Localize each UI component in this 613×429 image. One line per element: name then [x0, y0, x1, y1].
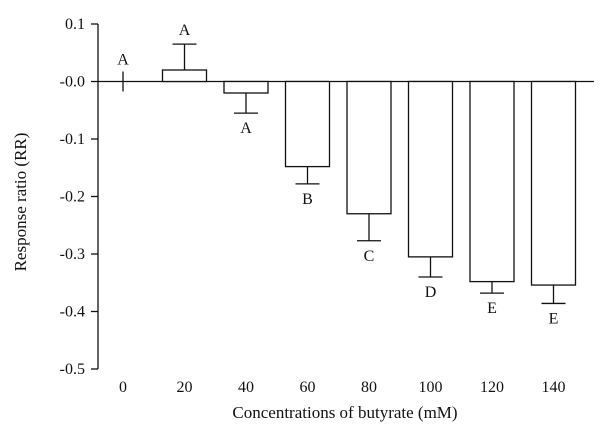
bars: [161, 69, 577, 286]
significance-label: A: [179, 22, 191, 39]
significance-label: B: [302, 191, 313, 208]
x-tick-label: 100: [419, 379, 443, 396]
y-tick-label: -0.4: [60, 304, 85, 321]
x-axis-title: Concentrations of butyrate (mM): [232, 403, 457, 422]
x-tick-label: 80: [361, 379, 377, 396]
significance-label: D: [425, 284, 437, 301]
y-tick-label: -0.0: [60, 74, 85, 91]
significance-label: A: [117, 52, 129, 69]
bar: [530, 80, 577, 286]
y-tick-label: 0.1: [65, 16, 85, 33]
x-tick-labels: 0 20 40 60 80 100 120 140: [119, 379, 566, 396]
bar: [469, 80, 515, 283]
significance-labels: A A A B C D E E: [117, 22, 558, 327]
bar: [284, 80, 331, 168]
x-tick-label: 40: [238, 379, 254, 396]
y-tick-label: -0.5: [60, 361, 85, 378]
bar: [223, 80, 269, 94]
x-tick-label: 0: [119, 379, 127, 396]
x-tick-label: 60: [300, 379, 316, 396]
y-tick-label: -0.2: [60, 189, 85, 206]
error-bars: [122, 43, 566, 305]
y-tick-label: -0.3: [60, 246, 85, 263]
x-tick-label: 140: [542, 379, 566, 396]
x-tick-label: 20: [177, 379, 193, 396]
bar: [161, 69, 208, 83]
significance-label: A: [240, 120, 252, 137]
x-tick-label: 120: [480, 379, 504, 396]
bar: [346, 80, 392, 215]
significance-label: E: [549, 310, 559, 327]
y-tick-label: -0.1: [60, 131, 85, 148]
y-axis-title: Response ratio (RR): [11, 133, 30, 272]
bar: [407, 80, 454, 258]
significance-label: C: [364, 248, 375, 265]
y-tick-labels: 0.1 -0.0 -0.1 -0.2 -0.3 -0.4 -0.5: [60, 16, 85, 378]
significance-label: E: [487, 300, 497, 317]
